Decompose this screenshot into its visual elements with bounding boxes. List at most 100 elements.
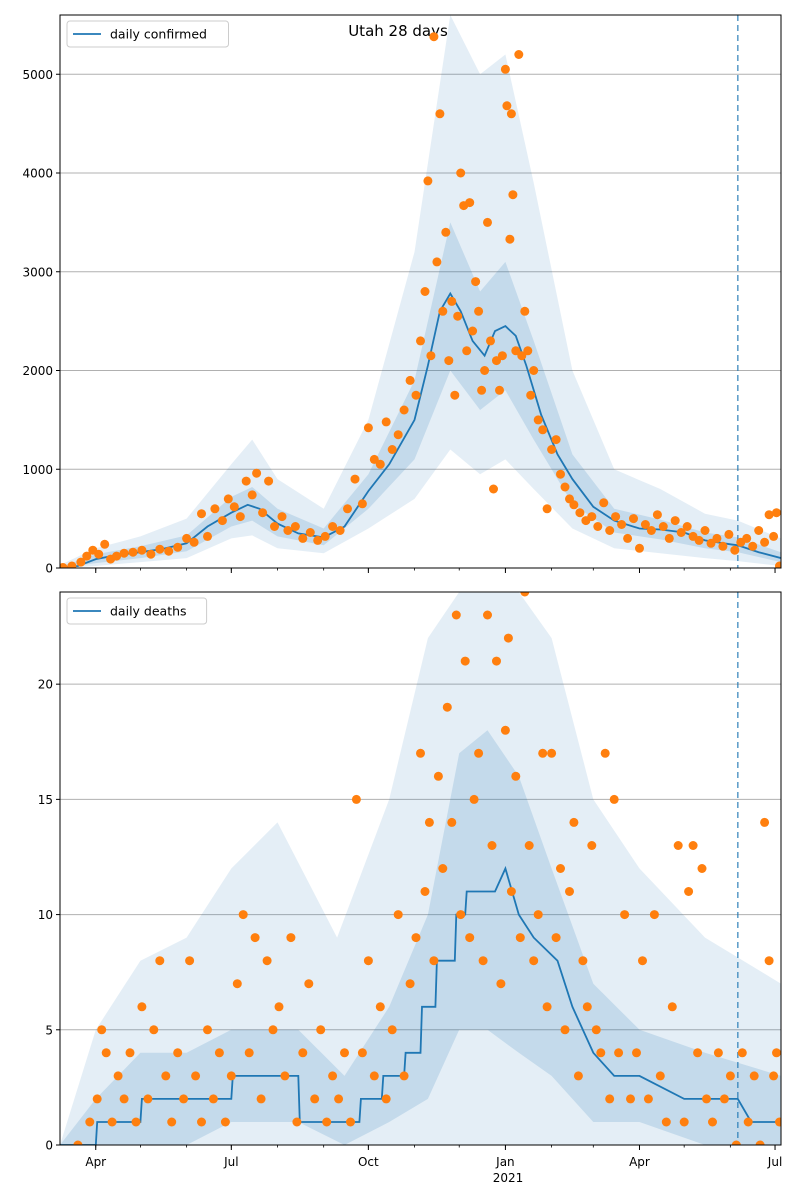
observed-point (107, 1117, 117, 1127)
observed-point (411, 933, 421, 943)
observed-point (569, 500, 579, 510)
observed-point (393, 430, 403, 440)
observed-point (316, 1025, 326, 1035)
observed-point (310, 1094, 320, 1104)
observed-point (244, 1048, 254, 1058)
observed-point (456, 910, 466, 920)
observed-point (702, 1094, 711, 1104)
observed-point (688, 841, 698, 850)
observed-point (334, 1094, 344, 1104)
observed-point (667, 1002, 677, 1012)
observed-point (605, 526, 615, 535)
observed-point (640, 520, 650, 529)
observed-point (506, 887, 516, 896)
observed-point (179, 1094, 189, 1104)
observed-point (632, 1048, 641, 1058)
observed-point (489, 484, 498, 494)
observed-point (350, 474, 360, 484)
observed-point (137, 545, 147, 555)
observed-point (429, 32, 439, 42)
x-tick-label: Jul (223, 1155, 238, 1169)
x-tick-label: Oct (358, 1155, 379, 1169)
observed-point (173, 1048, 183, 1058)
observed-point (442, 702, 452, 712)
x-tick-label: Apr (629, 1155, 650, 1169)
observed-point (405, 979, 415, 989)
observed-point (587, 512, 597, 522)
observed-point (511, 771, 521, 781)
observed-point (335, 526, 345, 535)
observed-point (258, 508, 268, 518)
observed-point (682, 522, 692, 531)
observed-point (605, 1094, 615, 1104)
observed-point (328, 1071, 338, 1081)
observed-point (197, 509, 206, 519)
observed-point (731, 1140, 741, 1145)
observed-point (684, 887, 694, 896)
observed-point (538, 425, 548, 435)
observed-point (424, 817, 434, 827)
observed-point (511, 346, 521, 356)
observed-point (700, 526, 710, 535)
observed-point (143, 1094, 153, 1104)
y-tick-label: 10 (38, 908, 53, 922)
legend: daily confirmed (66, 20, 229, 48)
observed-point (60, 563, 68, 568)
observed-point (573, 1071, 583, 1081)
observed-point (468, 326, 478, 336)
observed-point (708, 1117, 717, 1127)
observed-point (298, 533, 308, 543)
observed-point (569, 817, 579, 827)
observed-point (247, 490, 257, 500)
observed-point (635, 543, 644, 553)
observed-point (241, 476, 251, 486)
observed-point (363, 423, 373, 433)
observed-point (474, 748, 484, 758)
observed-point (343, 504, 352, 514)
observed-point (478, 956, 488, 966)
observed-point (441, 227, 451, 237)
observed-point (420, 887, 430, 896)
observed-point (523, 346, 533, 356)
observed-point (229, 502, 239, 512)
observed-point (764, 510, 774, 520)
observed-point (492, 356, 501, 366)
observed-point (182, 533, 192, 543)
observed-point (749, 1071, 759, 1081)
observed-point (119, 548, 129, 558)
observed-point (533, 910, 543, 920)
legend-label: daily confirmed (110, 27, 207, 42)
observed-point (718, 541, 728, 551)
observed-point (328, 522, 338, 531)
observed-point (203, 531, 212, 541)
observed-point (399, 405, 409, 415)
observed-point (453, 311, 463, 321)
y-tick-label: 0 (45, 562, 53, 576)
observed-point (483, 610, 492, 620)
observed-point (517, 351, 527, 361)
observed-point (769, 1071, 779, 1081)
observed-point (670, 516, 680, 526)
observed-point (556, 864, 565, 873)
observed-point (713, 1048, 723, 1058)
legend: daily deaths (66, 597, 208, 625)
observed-point (772, 1048, 781, 1058)
observed-point (381, 417, 391, 427)
observed-point (92, 1094, 102, 1104)
observed-point (161, 1071, 171, 1081)
observed-point (375, 1002, 385, 1012)
observed-point (620, 910, 630, 920)
observed-point (600, 748, 610, 758)
y-tick-label: 5 (45, 1023, 53, 1037)
observed-point (119, 1094, 129, 1104)
observed-point (283, 526, 293, 535)
observed-point (565, 887, 574, 896)
observed-point (529, 366, 539, 375)
observed-point (292, 1117, 302, 1127)
observed-point (497, 351, 507, 361)
x-tick-label: Jul (767, 1155, 782, 1169)
observed-point (444, 356, 454, 366)
observed-point (264, 476, 274, 486)
observed-point (357, 1048, 367, 1058)
